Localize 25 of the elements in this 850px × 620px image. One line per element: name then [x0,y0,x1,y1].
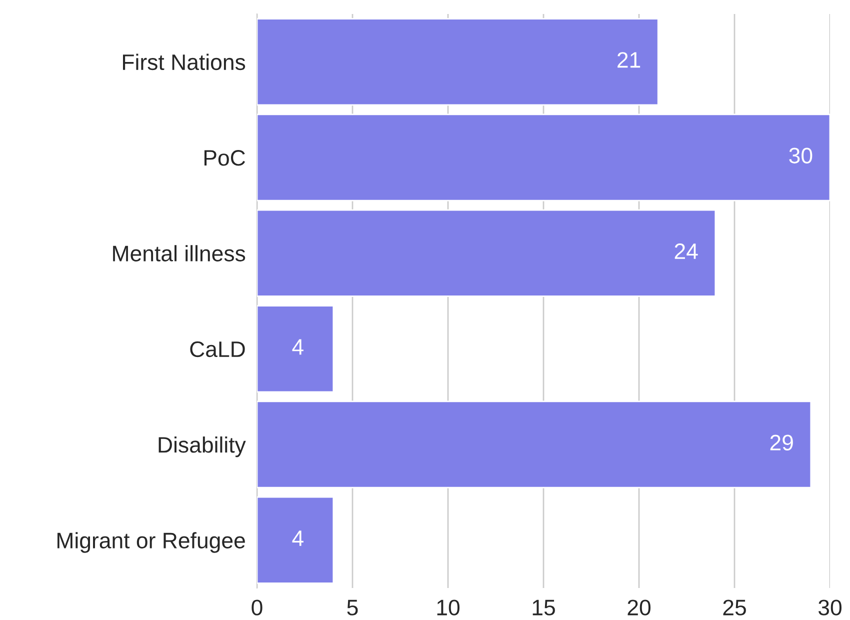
data-label: 4 [292,339,304,355]
bar [257,496,334,584]
bar [257,400,812,488]
y-tick-label: PoC [204,150,246,166]
x-tick-label: 25 [723,600,746,616]
data-label: 21 [618,52,640,68]
y-tick-label: Disability [158,436,246,458]
y-tick-label: Mental illness [113,245,246,262]
data-label: 30 [789,148,812,164]
y-tick-label: Migrant or Refugee [58,532,245,553]
x-tick-label: 5 [347,600,358,616]
x-tick-label: 30 [818,600,842,616]
data-label: 29 [770,434,793,450]
x-tick-label: 10 [437,600,460,616]
x-tick-label: 0 [252,600,262,616]
x-tick-label: 15 [532,600,555,616]
data-label: 4 [292,530,304,546]
bar [257,18,659,106]
data-label: 24 [674,243,698,259]
bar [257,209,716,297]
bar [257,305,334,393]
bar [257,114,830,202]
y-tick-label: CaLD [190,341,245,358]
y-tick-label: First Nations [123,54,246,70]
x-tick-label: 20 [628,600,650,616]
